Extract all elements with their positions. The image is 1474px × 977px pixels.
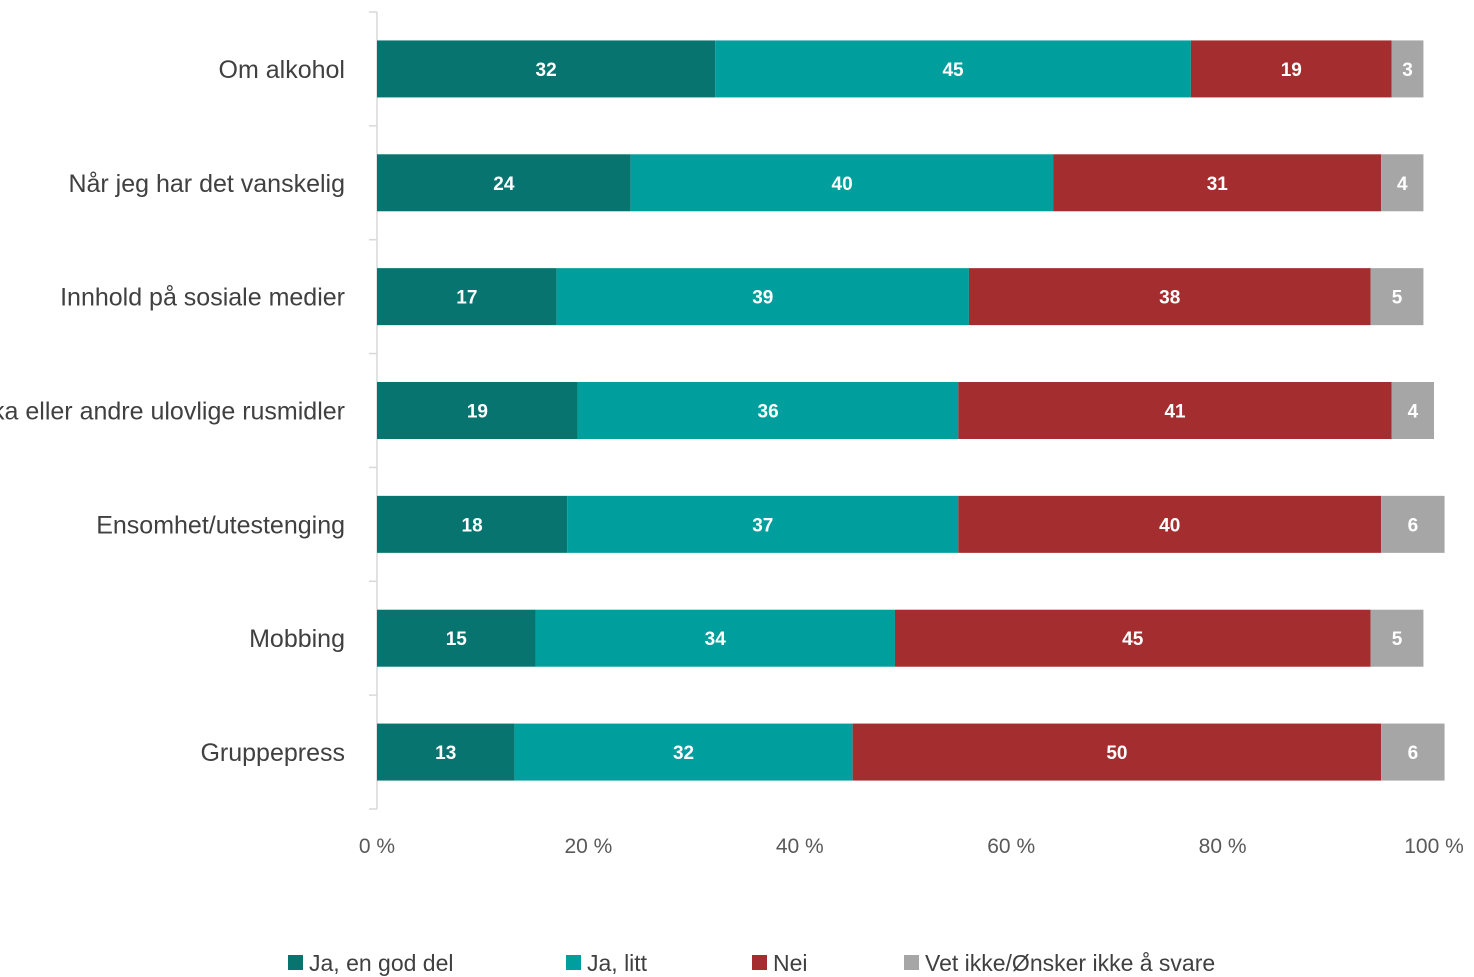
bar-segment xyxy=(377,268,557,326)
bar-segment xyxy=(377,154,631,212)
x-tick-label: 20 % xyxy=(564,835,612,858)
bar-row: Når jeg har det vanskelig 24 40 31 4 xyxy=(68,154,1424,212)
x-tick-label: 60 % xyxy=(987,835,1035,858)
legend-swatch xyxy=(752,955,767,970)
bar-segment xyxy=(1381,154,1424,212)
data-label: 40 xyxy=(832,174,853,195)
bar-segment xyxy=(1391,382,1434,439)
bar-segment xyxy=(894,609,1371,667)
data-label: 15 xyxy=(446,629,468,650)
y-axis xyxy=(369,11,378,810)
legend-label: Ja, litt xyxy=(587,950,648,976)
data-label: 4 xyxy=(1397,174,1408,195)
bar-segment xyxy=(567,495,959,553)
bar-segment xyxy=(958,382,1392,439)
bar-row: Narkotika eller andre ulovlige rusmidler… xyxy=(0,382,1434,439)
data-label: 5 xyxy=(1392,629,1403,650)
bar-segment xyxy=(577,382,959,439)
data-label: 45 xyxy=(942,60,964,81)
bar-row: Innhold på sosiale medier 17 39 38 5 xyxy=(60,268,1424,326)
data-label: 37 xyxy=(752,515,773,536)
bar-segment xyxy=(1370,609,1424,667)
data-label: 19 xyxy=(467,402,488,423)
data-label: 32 xyxy=(673,743,694,764)
legend-swatch xyxy=(566,955,581,970)
x-tick-label: 100 % xyxy=(1404,835,1464,858)
bar-row: Om alkohol 32 45 19 3 xyxy=(219,40,1424,98)
data-label: 5 xyxy=(1392,288,1403,309)
x-tick-label: 40 % xyxy=(776,835,824,858)
data-label: 32 xyxy=(536,60,557,81)
data-label: 50 xyxy=(1106,743,1127,764)
data-label: 4 xyxy=(1408,402,1419,423)
data-label: 17 xyxy=(456,288,477,309)
bar-segment xyxy=(958,495,1382,553)
bar-segment xyxy=(1053,154,1382,212)
x-tick-label: 80 % xyxy=(1199,835,1247,858)
bar-segment xyxy=(852,723,1382,781)
data-label: 18 xyxy=(462,515,483,536)
bar-segment xyxy=(1370,268,1424,326)
bar-segment xyxy=(377,40,716,98)
bar-segment xyxy=(1381,495,1445,553)
bar-segment xyxy=(377,382,578,439)
category-label: Når jeg har det vanskelig xyxy=(68,170,345,198)
bar-segment xyxy=(630,154,1054,212)
category-label: Innhold på sosiale medier xyxy=(60,284,345,312)
legend-swatch xyxy=(288,955,303,970)
data-label: 41 xyxy=(1164,402,1186,423)
category-label: Gruppepress xyxy=(200,739,345,767)
bar-row: Gruppepress 13 32 50 6 xyxy=(200,723,1445,781)
data-label: 40 xyxy=(1159,515,1180,536)
bar-segment xyxy=(556,268,969,326)
bar-segment xyxy=(1381,723,1445,781)
bar-segment xyxy=(968,268,1371,326)
data-label: 19 xyxy=(1281,60,1302,81)
x-axis: 0 % 20 % 40 % 60 % 80 % 100 % xyxy=(359,835,1464,858)
bar-segment xyxy=(1391,40,1424,98)
bar-row: Ensomhet/utestenging 18 37 40 6 xyxy=(96,495,1445,553)
data-label: 13 xyxy=(435,743,456,764)
bar-segment xyxy=(377,723,515,781)
legend-swatch xyxy=(904,955,919,970)
data-label: 34 xyxy=(705,629,727,650)
category-label: Om alkohol xyxy=(219,56,345,84)
data-label: 39 xyxy=(752,288,773,309)
data-label: 31 xyxy=(1207,174,1229,195)
data-label: 6 xyxy=(1408,743,1419,764)
legend-label: Ja, en god del xyxy=(309,950,454,976)
data-label: 45 xyxy=(1122,629,1144,650)
legend-item: Ja, en god del xyxy=(288,950,454,976)
bar-segment xyxy=(535,609,895,667)
category-label: Ensomhet/utestenging xyxy=(96,511,345,539)
bar-segment xyxy=(715,40,1191,98)
bar-segment xyxy=(377,609,536,667)
data-label: 36 xyxy=(758,402,779,423)
data-label: 3 xyxy=(1402,60,1413,81)
bar-segment xyxy=(514,723,853,781)
legend-label: Vet ikke/Ønsker ikke å svare xyxy=(925,950,1215,976)
category-label: Narkotika eller andre ulovlige rusmidler xyxy=(0,398,345,426)
x-tick-label: 0 % xyxy=(359,835,395,858)
legend-item: Vet ikke/Ønsker ikke å svare xyxy=(904,950,1215,976)
bar-segment xyxy=(377,495,568,553)
bar-row: Mobbing 15 34 45 5 xyxy=(249,609,1424,667)
legend-item: Nei xyxy=(752,950,808,976)
data-label: 24 xyxy=(493,174,515,195)
legend-item: Ja, litt xyxy=(566,950,648,976)
bar-segment xyxy=(1190,40,1392,98)
data-label: 38 xyxy=(1159,288,1180,309)
legend-label: Nei xyxy=(773,950,808,976)
data-label: 6 xyxy=(1408,515,1419,536)
legend: Ja, en god del Ja, litt Nei Vet ikke/Ønsker… xyxy=(288,950,1215,976)
category-label: Mobbing xyxy=(249,625,345,653)
